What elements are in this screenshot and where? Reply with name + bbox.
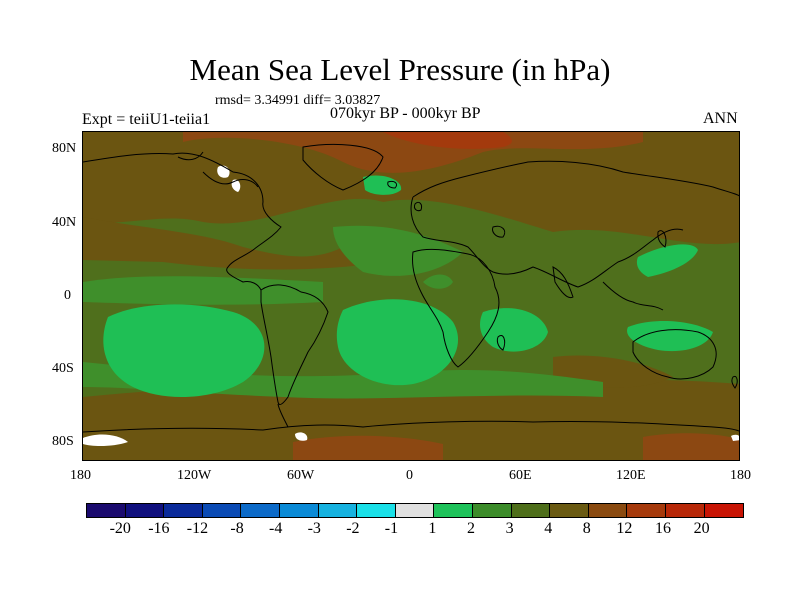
colorbar-swatch [704,504,744,517]
colorbar-swatch [665,504,705,517]
x-tick-label: 120E [616,468,646,483]
colorbar-swatch [357,504,396,517]
chart-title: Mean Sea Level Pressure (in hPa) [189,52,611,87]
colorbar-label: 3 [505,520,514,537]
period-label: 070kyr BP - 000kyr BP [330,105,481,122]
stats-line: rmsd= 3.34991 diff= 3.03827 [215,93,381,108]
experiment-label: Expt = teiiU1-teiia1 [82,111,211,128]
pressure-map [82,131,740,461]
field-red-antarctic-east [643,433,739,460]
coastlines [83,143,739,433]
colorbar-label: -3 [307,520,321,537]
field-white-canada [231,179,241,192]
colorbar-swatch [241,504,280,517]
colorbar-swatch [164,504,203,517]
field-mid-green-atlantic [333,225,463,276]
colorbar-swatch [279,504,319,517]
field-light-green-west-pacific [636,244,698,277]
colorbar-label: -1 [384,520,399,537]
colorbar-label: 4 [544,520,553,537]
x-tick-label: 60E [509,468,532,483]
colorbar-swatch [395,504,435,517]
colorbar-swatch [472,504,512,517]
colorbar-label: 2 [467,520,475,537]
colorbar-label: 16 [655,520,671,537]
colorbar-swatch [550,504,589,517]
field-mid-green-pacific [83,276,323,305]
colorbar-swatch [202,504,242,517]
field-light-green-n-atlantic [423,274,453,289]
colorbar-label: -2 [346,520,360,537]
x-tick-label: 180 [70,468,91,483]
x-tick-label: 180 [730,468,751,483]
colorbar-label: -4 [269,520,283,537]
season-label: ANN [703,110,738,127]
y-tick-label: 40N [52,215,77,230]
field-brown-midlat-pacific [83,217,383,270]
field-red-arctic [183,132,643,173]
colorbar-label: 20 [693,520,710,537]
field-light-green-australia [627,320,713,352]
field-red-top [383,132,512,149]
field-light-green-south-atlantic [336,299,459,386]
colorbar-swatch [87,504,126,517]
colorbar-swatch [627,504,666,517]
colorbar-label: -12 [186,520,209,537]
colorbar-swatch [125,504,165,517]
colorbar-swatch [588,504,628,517]
y-tick-label: 40S [52,361,74,376]
colorbar-swatch [318,504,358,517]
colorbar-swatch [511,504,551,517]
field-white-antarctic-east [731,434,739,441]
field-white-antarctic-mid [295,432,308,441]
x-tick-label: 120W [177,468,212,483]
x-tick-label: 60W [287,468,315,483]
y-tick-label: 0 [64,288,71,303]
colorbar-swatch [434,504,473,517]
colorbar-label: 1 [428,520,437,537]
y-tick-label: 80N [52,141,77,156]
colorbar-label: -8 [230,520,244,537]
colorbar-label: 8 [582,520,591,537]
field-brown-north [83,132,739,245]
colorbar-label: 12 [616,520,633,537]
field-light-green-arctic-blob [363,175,402,195]
y-tick-label: 80S [52,434,74,449]
field-light-green-south-pacific [103,304,265,398]
field-white-antarctic-west [83,434,128,447]
colorbar [86,503,745,518]
colorbar-label: -16 [148,520,170,537]
field-red-antarctic [293,435,443,460]
x-tick-label: 0 [406,468,413,483]
colorbar-label: -20 [109,520,131,537]
